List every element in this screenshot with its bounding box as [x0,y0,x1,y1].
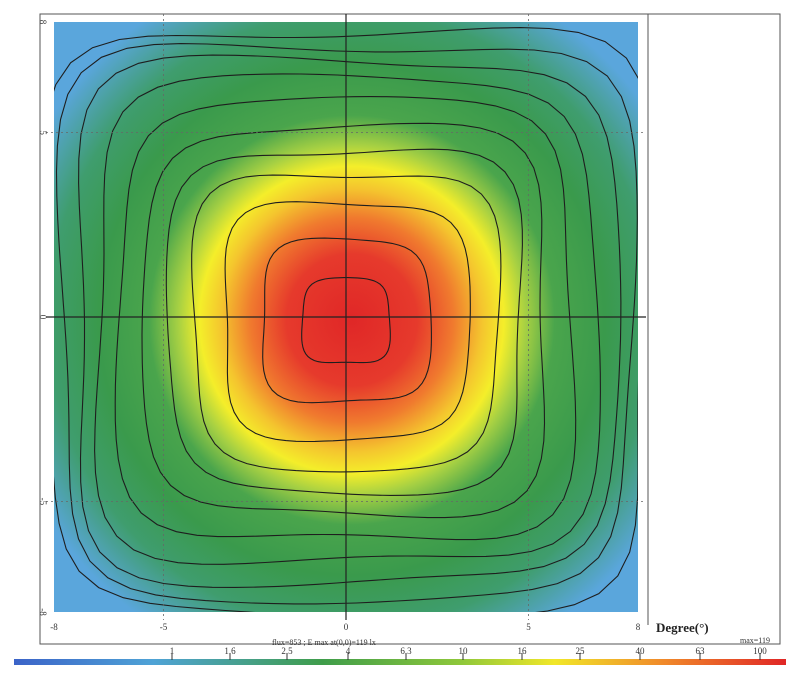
y-tick-label: 8 [38,20,48,25]
contour-line [55,43,638,605]
contour-line [301,277,391,364]
y-tick-label: 0 [38,315,48,320]
colorbar-max-label: max=119 [740,636,770,645]
x-tick-label: 8 [636,622,641,632]
colorbar-label: 25 [576,646,586,656]
contour-line [54,27,638,612]
colorbar-label: 16 [518,646,528,656]
x-axis-label: Degree(°) [656,620,709,635]
contour-line [141,122,546,519]
colorbar-label: 63 [696,646,706,656]
colorbar-label: 100 [753,646,767,656]
colorbar-label: 1 [170,646,175,656]
x-tick-label: 0 [344,622,349,632]
x-tick-labels: -8 -5 0 5 8 [50,622,641,632]
contour-line [165,148,523,496]
colorbar [14,659,786,665]
colorbar-label: 1.6 [224,646,236,656]
y-tick-label: 5 [38,130,48,135]
contour-line [78,54,622,588]
y-tick-label: -8 [38,608,48,616]
contour-lines [54,27,638,612]
colorbar-label: 2.5 [281,646,293,656]
x-tick-label: -5 [160,622,168,632]
contour-line [191,174,502,473]
contour-line [114,96,577,541]
colorbar-ticks: 1 1.6 2.5 4 6.3 10 16 25 40 63 100 [170,646,767,660]
contour-line [94,73,601,565]
colorbar-label: 4 [346,646,351,656]
x-tick-label: -8 [50,622,58,632]
contour-line [262,237,432,404]
grid-lines [46,14,646,620]
y-tick-label: -5 [38,498,48,506]
colorbar-label: 6.3 [400,646,412,656]
colorbar-label: 40 [636,646,646,656]
colorbar-label: 10 [459,646,469,656]
outer-frame [39,13,781,645]
y-tick-labels: 8 5 0 -5 -8 [38,20,48,616]
footer-note: flux=853 ; E max at(0,0)=119 lx [272,638,376,647]
x-tick-label: 5 [526,622,531,632]
contour-line [224,201,471,443]
